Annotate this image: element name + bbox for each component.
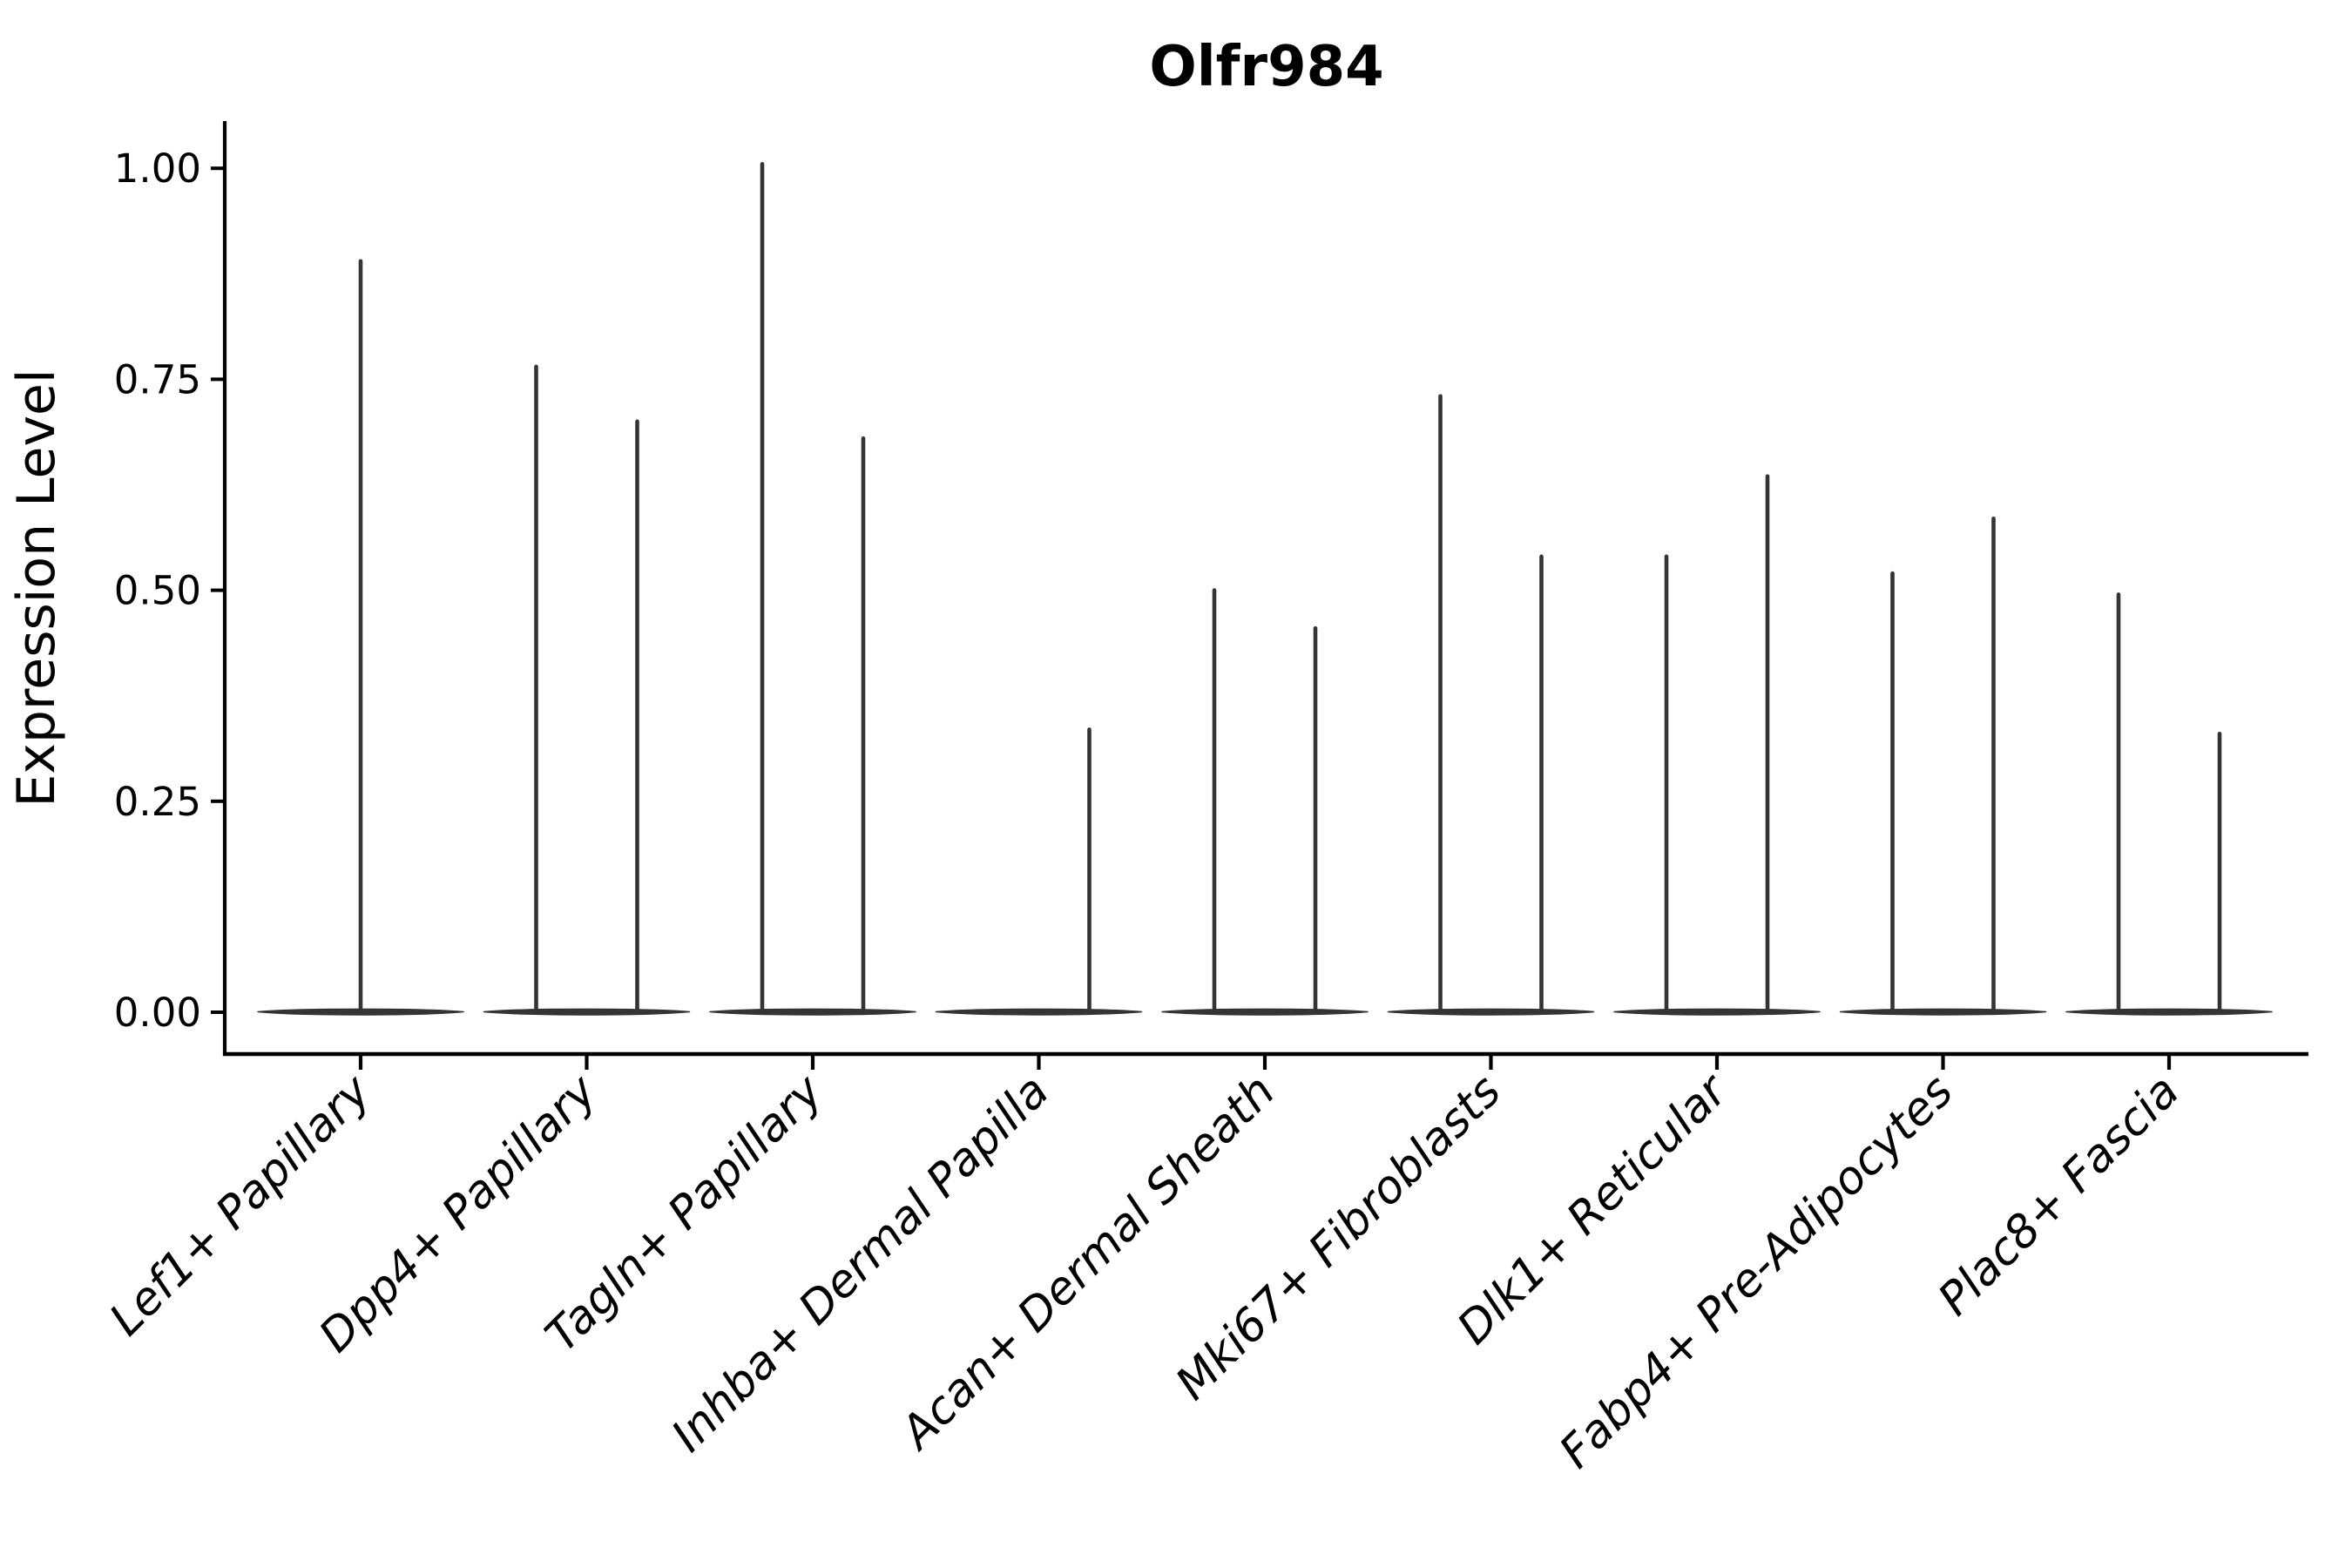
x-category-label: Acan+ Dermal Sheath bbox=[889, 1065, 1285, 1461]
violin-baseline bbox=[1613, 1008, 1821, 1016]
violin bbox=[709, 162, 916, 1016]
violins-group bbox=[257, 162, 2273, 1016]
y-tick-label: 0.75 bbox=[114, 356, 201, 402]
violin-baseline bbox=[709, 1008, 916, 1016]
violin bbox=[1839, 516, 2047, 1016]
violin bbox=[257, 259, 464, 1016]
y-tick-label: 0.50 bbox=[114, 568, 201, 614]
violin bbox=[1613, 474, 1821, 1016]
violin-baseline bbox=[1839, 1008, 2047, 1016]
violin-baseline bbox=[935, 1008, 1143, 1016]
violin-baseline bbox=[483, 1008, 691, 1016]
y-axis-label: Expression Level bbox=[6, 368, 67, 807]
chart-title: Olfr984 bbox=[1149, 35, 1383, 99]
y-tick-label: 0.25 bbox=[114, 779, 201, 825]
x-category-label: Fabp4+ Pre-Adipocytes bbox=[1550, 1065, 1963, 1479]
violin-baseline bbox=[1387, 1008, 1595, 1016]
violin-baseline bbox=[1161, 1008, 1369, 1016]
y-tick-label: 1.00 bbox=[114, 145, 201, 192]
violin bbox=[2065, 592, 2273, 1016]
x-category-label: Plac8+ Fascia bbox=[1929, 1065, 2189, 1326]
violin bbox=[483, 364, 691, 1016]
y-tick-label: 0.00 bbox=[114, 990, 201, 1036]
violin bbox=[1161, 588, 1369, 1016]
violin bbox=[1387, 394, 1595, 1016]
x-category-label: Inhba+ Dermal Papilla bbox=[662, 1065, 1059, 1463]
violin-baseline bbox=[2065, 1008, 2273, 1016]
violin bbox=[935, 727, 1143, 1016]
